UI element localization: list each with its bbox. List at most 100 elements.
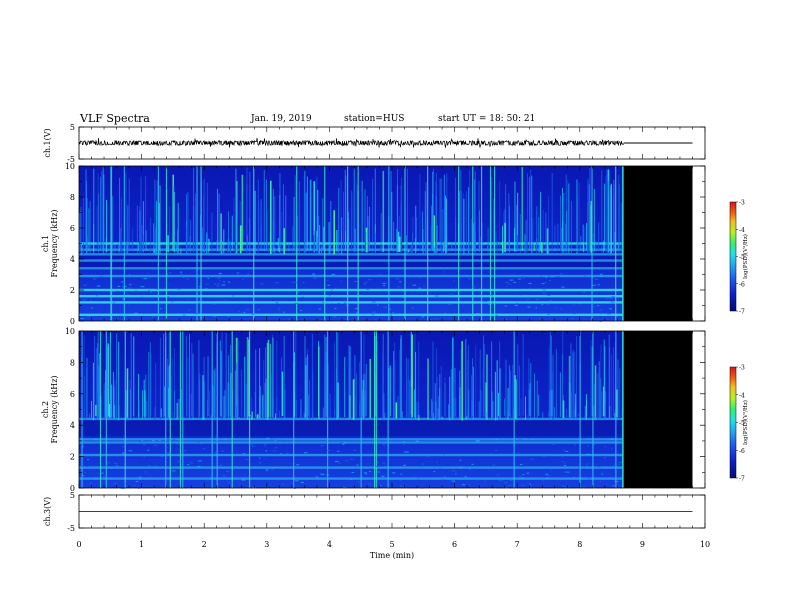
sferic-streak <box>133 336 135 417</box>
sferic-streak <box>619 368 621 420</box>
sferic-streak <box>235 406 237 419</box>
sferic-streak <box>353 191 355 254</box>
strong-sferic <box>615 331 617 488</box>
lf-speckle <box>549 439 552 441</box>
lf-speckle <box>140 286 145 288</box>
sferic-streak <box>602 386 605 417</box>
lf-speckle <box>171 475 173 477</box>
strong-sferic <box>253 166 255 321</box>
lf-speckle <box>387 293 390 295</box>
sferic-streak <box>567 180 569 252</box>
sferic-streak <box>372 178 374 253</box>
lf-speckle <box>204 288 208 290</box>
strong-sferic <box>293 331 295 488</box>
lf-speckle <box>95 295 98 297</box>
sferic-streak <box>305 192 307 253</box>
lf-speckle <box>220 464 222 466</box>
sferic-streak <box>414 238 416 254</box>
sferic-streak <box>86 357 88 419</box>
strong-sferic <box>360 331 362 488</box>
lf-speckle <box>433 471 436 473</box>
lf-speckle <box>245 458 250 460</box>
sferic-streak <box>418 341 420 419</box>
lf-speckle <box>274 447 278 449</box>
lf-speckle <box>529 483 531 485</box>
sferic-streak <box>473 366 474 419</box>
sferic-streak <box>79 211 81 252</box>
lf-speckle <box>287 318 292 320</box>
sferic-streak <box>237 398 239 417</box>
lf-speckle <box>549 279 552 281</box>
sferic-streak <box>416 402 418 418</box>
sferic-streak <box>159 337 161 421</box>
lf-speckle <box>616 477 620 479</box>
lf-speckle <box>338 462 341 464</box>
sferic-streak <box>158 202 160 253</box>
lf-speckle <box>611 296 616 298</box>
x-tick-label: 7 <box>515 540 520 549</box>
lf-speckle <box>275 282 280 284</box>
narrowband-line <box>79 288 624 292</box>
sferic-streak <box>442 208 444 254</box>
lf-speckle <box>403 451 407 453</box>
sferic-streak <box>432 169 434 253</box>
lf-speckle <box>225 471 230 473</box>
lf-speckle <box>176 443 179 445</box>
sferic-streak <box>410 387 412 421</box>
sferic-streak <box>234 370 236 418</box>
lf-speckle <box>210 296 213 298</box>
sferic-streak <box>586 222 588 250</box>
lf-speckle <box>198 302 201 304</box>
sferic-streak <box>206 232 208 252</box>
sferic-streak <box>514 228 515 252</box>
sferic-streak <box>366 196 368 253</box>
lf-speckle <box>164 277 169 279</box>
lf-speckle <box>356 464 359 466</box>
lf-speckle <box>200 443 202 445</box>
lf-speckle <box>126 293 129 295</box>
sferic-streak <box>188 334 190 419</box>
sferic-streak <box>304 170 306 253</box>
lf-speckle <box>320 473 323 475</box>
lf-speckle <box>84 471 87 473</box>
sferic-streak <box>389 365 391 417</box>
sferic-streak <box>228 355 230 420</box>
lf-speckle <box>375 466 380 468</box>
sferic-streak <box>181 388 182 420</box>
lf-speckle <box>285 452 289 454</box>
sferic-streak <box>361 180 363 253</box>
sferic-streak <box>187 191 189 254</box>
lf-speckle <box>252 486 256 488</box>
lf-speckle <box>609 298 614 300</box>
y-tick-label: 8 <box>70 358 75 367</box>
sferic-streak <box>254 190 256 254</box>
sferic-streak <box>566 210 568 251</box>
lf-speckle <box>212 303 216 305</box>
lf-speckle <box>350 290 353 292</box>
strong-sferic <box>579 331 581 488</box>
sferic-streak <box>173 192 175 253</box>
x-tick-label: 6 <box>452 540 457 549</box>
sferic-streak <box>352 379 355 420</box>
lf-speckle <box>468 278 471 280</box>
sferic-streak <box>376 341 378 419</box>
sferic-streak <box>495 232 497 251</box>
sferic-streak <box>598 361 600 419</box>
sferic-streak <box>270 180 272 254</box>
narrowband-line <box>79 438 624 441</box>
lf-speckle <box>315 315 319 317</box>
lf-speckle <box>149 277 151 279</box>
lf-speckle <box>336 450 340 452</box>
sferic-streak <box>345 175 347 251</box>
lf-speckle <box>587 445 590 447</box>
lf-speckle <box>227 281 231 283</box>
sferic-streak <box>497 240 498 253</box>
lf-speckle <box>606 313 611 315</box>
lf-speckle <box>333 316 336 318</box>
sferic-streak <box>249 171 251 255</box>
sferic-streak <box>455 398 457 420</box>
sferic-streak <box>422 229 424 254</box>
sferic-streak <box>190 219 191 254</box>
sferic-streak <box>521 167 524 251</box>
strong-sferic <box>124 331 126 488</box>
